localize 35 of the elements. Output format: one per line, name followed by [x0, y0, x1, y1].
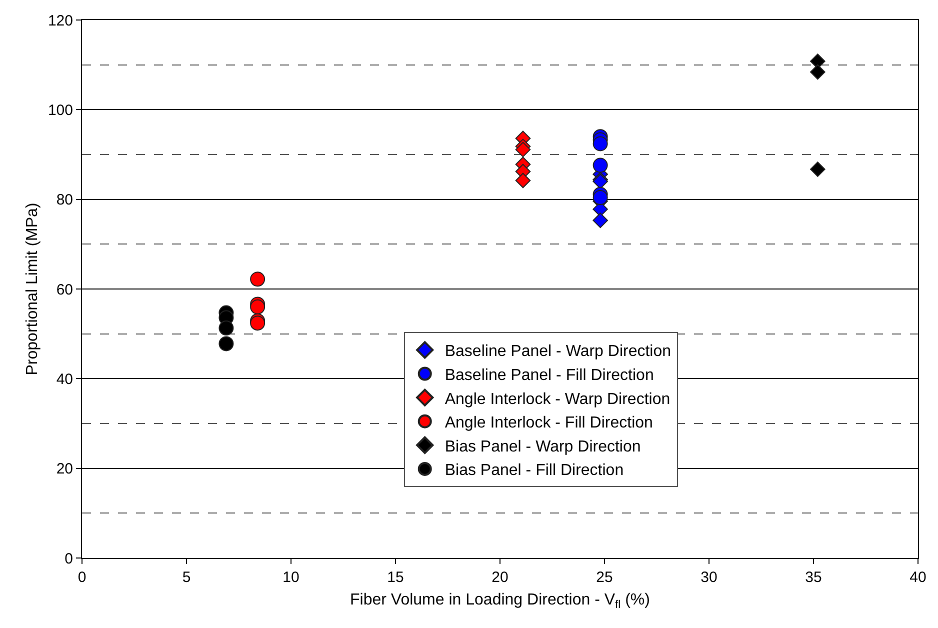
- x-axis-title: Fiber Volume in Loading Direction - V$_{fl}$ (%): [350, 592, 650, 612]
- point: [592, 212, 608, 228]
- x-tick-label: 25: [596, 569, 613, 586]
- x-tick-label: 5: [182, 569, 191, 586]
- legend-label: Baseline Panel - Fill Direction: [444, 366, 654, 384]
- point: [515, 142, 531, 158]
- x-tick-label: 35: [805, 569, 822, 586]
- x-tick-label: 15: [387, 569, 404, 586]
- legend-label: Bias Panel - Warp Direction: [444, 438, 641, 456]
- point: [810, 64, 826, 80]
- point: [592, 136, 608, 152]
- y-tick-label: 0: [64, 550, 73, 568]
- legend-label: Angle Interlock - Warp Direction: [444, 390, 670, 408]
- legend-label: Bias Panel - Fill Direction: [444, 462, 624, 480]
- point: [810, 162, 826, 177]
- y-tick-label: 120: [48, 12, 73, 30]
- x-tick-label: 40: [910, 569, 926, 586]
- y-axis-title: Proportional Limit (MPa): [24, 202, 41, 376]
- y-tick-label: 20: [56, 460, 73, 478]
- y-tick-label: 60: [56, 281, 73, 298]
- y-tick-label: 40: [56, 370, 73, 388]
- point: [250, 272, 266, 287]
- x-tick-label: 20: [492, 569, 508, 586]
- legend-label: Angle Interlock - Fill Direction: [444, 414, 653, 432]
- point: [218, 320, 234, 336]
- legend-label: Baseline Panel - Warp Direction: [444, 343, 672, 360]
- x-tick-label: 0: [78, 569, 86, 586]
- point: [592, 190, 608, 206]
- point: [592, 158, 608, 173]
- x-tick-label: 30: [700, 569, 718, 586]
- point: [218, 336, 234, 352]
- point: [515, 172, 531, 188]
- x-tick-label: 10: [282, 569, 300, 586]
- y-tick-label: 100: [48, 102, 73, 119]
- y-tick-label: 80: [56, 192, 73, 209]
